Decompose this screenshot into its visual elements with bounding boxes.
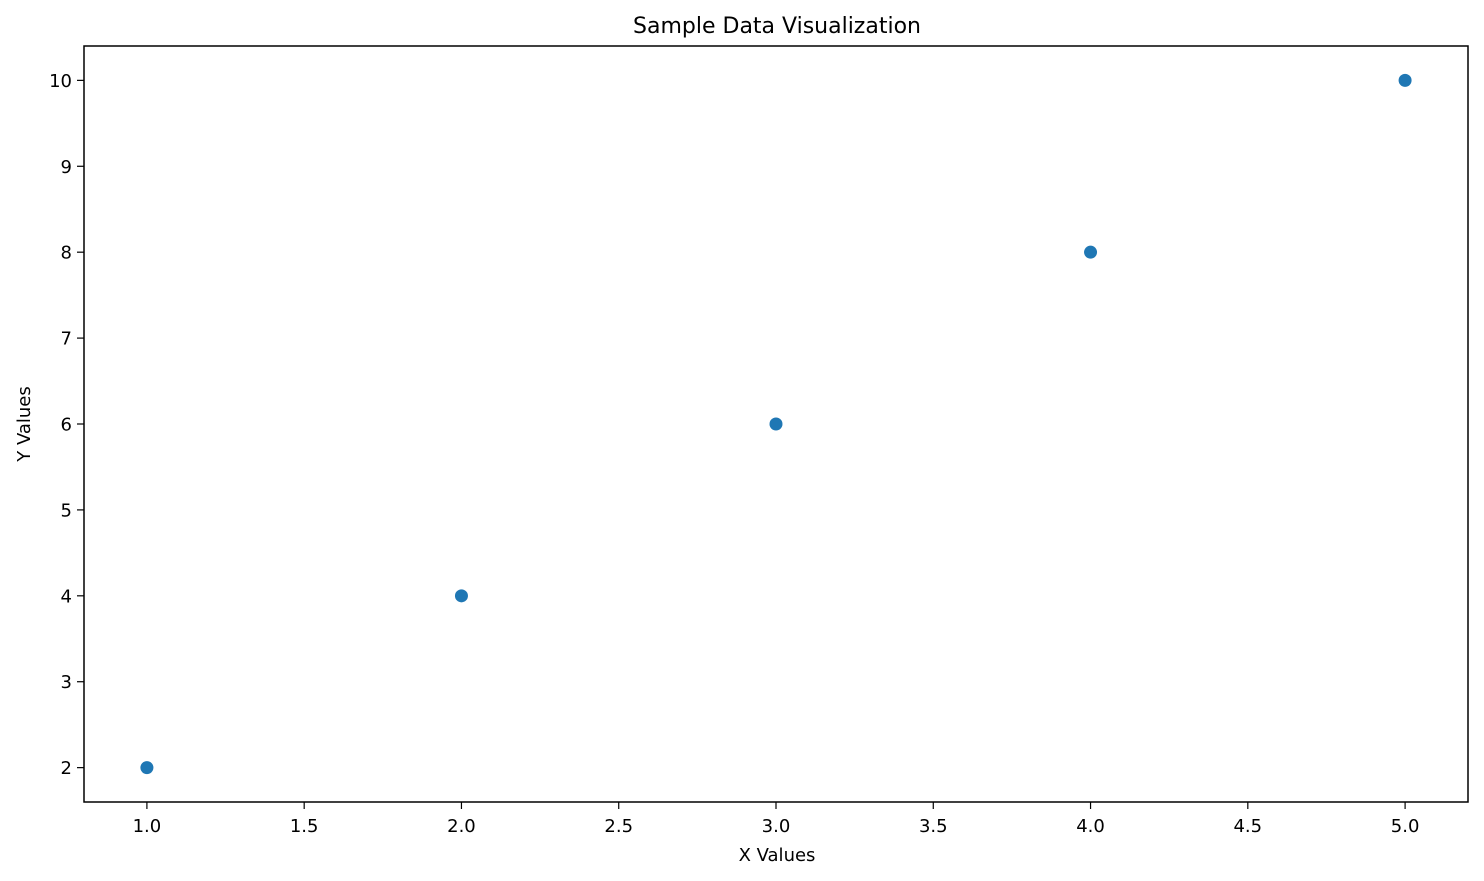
- y-axis-label: Y Values: [14, 386, 35, 463]
- y-tick-label: 2: [61, 758, 72, 779]
- x-tick-label: 3.0: [762, 816, 791, 837]
- scatter-point: [454, 589, 468, 603]
- x-axis-ticks: 1.0 1.5 2.0 2.5 3.0 3.5 4.0 4.5 5.0: [133, 802, 1420, 837]
- scatter-point: [1084, 245, 1098, 259]
- x-tick-label: 1.5: [290, 816, 319, 837]
- x-tick-label: 1.0: [133, 816, 162, 837]
- y-tick-label: 9: [61, 157, 72, 178]
- y-tick-label: 7: [61, 329, 72, 350]
- x-tick-label: 4.0: [1076, 816, 1105, 837]
- scatter-points: [140, 73, 1412, 775]
- scatter-point: [1398, 73, 1412, 87]
- x-tick-label: 2.5: [604, 816, 633, 837]
- y-tick-label: 6: [61, 415, 72, 436]
- x-tick-label: 2.0: [447, 816, 476, 837]
- y-tick-label: 10: [49, 71, 72, 92]
- y-tick-label: 8: [61, 243, 72, 264]
- scatter-point: [769, 417, 783, 431]
- y-axis-ticks: 2 3 4 5 6 7 8 9 10: [49, 71, 84, 779]
- chart-title: Sample Data Visualization: [633, 14, 921, 39]
- x-tick-label: 3.5: [919, 816, 948, 837]
- x-tick-label: 4.5: [1233, 816, 1262, 837]
- x-axis-label: X Values: [739, 845, 816, 866]
- y-tick-label: 3: [61, 672, 72, 693]
- x-tick-label: 5.0: [1391, 816, 1420, 837]
- y-tick-label: 5: [61, 500, 72, 521]
- scatter-point: [140, 761, 154, 775]
- y-tick-label: 4: [61, 586, 72, 607]
